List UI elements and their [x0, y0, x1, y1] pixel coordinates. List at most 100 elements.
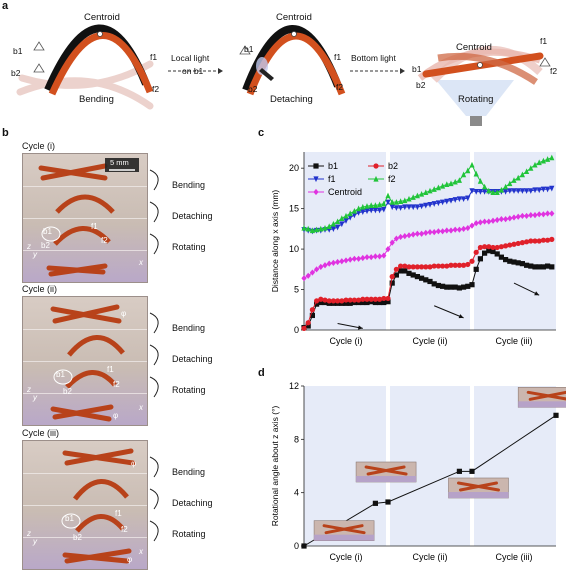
legend-marker	[373, 175, 379, 182]
inset-photo-2	[355, 461, 417, 483]
data-point	[494, 244, 500, 251]
data-point	[473, 220, 479, 227]
data-point	[343, 212, 349, 219]
data-point	[389, 199, 395, 205]
data-point	[309, 227, 315, 234]
data-point	[398, 263, 404, 269]
data-point	[511, 177, 517, 183]
cycle-2-z: z	[27, 385, 31, 394]
cycle-3-title: Cycle (iii)	[22, 428, 59, 438]
inset-photo-1	[313, 520, 375, 541]
data-point	[377, 201, 383, 208]
y-tick-label: 15	[289, 204, 299, 214]
inset-strip-b	[528, 390, 566, 401]
data-point	[431, 281, 437, 287]
f2-label-2: f2	[336, 82, 344, 92]
data-point	[427, 229, 433, 236]
cycle-1-detaching: Detaching	[172, 211, 213, 221]
cycle-3-b2: b2	[73, 533, 82, 542]
data-point	[347, 214, 353, 221]
data-point	[469, 468, 475, 474]
f2-label-1: f2	[152, 84, 160, 94]
local-light-label: Local light	[171, 53, 210, 63]
data-point	[448, 197, 454, 204]
data-point	[364, 203, 370, 209]
legend-label-centroid: Centroid	[328, 187, 362, 197]
data-point	[528, 188, 534, 194]
data-point	[414, 274, 420, 280]
series-series0	[301, 412, 559, 549]
data-point	[339, 215, 345, 221]
panel-b-letter: b	[2, 127, 9, 139]
x-category-label: Cycle (ii)	[413, 336, 448, 346]
data-point	[549, 210, 555, 217]
legend-label-b1: b1	[328, 161, 338, 171]
data-point	[448, 180, 454, 187]
data-point	[524, 168, 530, 175]
data-point	[524, 262, 530, 268]
cycle-2-strips	[50, 304, 125, 422]
legend-label-f1: f1	[328, 174, 336, 184]
data-point	[419, 264, 425, 270]
data-point	[494, 189, 500, 196]
data-point	[326, 298, 332, 304]
data-point	[364, 208, 370, 215]
data-point	[452, 178, 458, 185]
data-point	[347, 300, 353, 306]
data-point	[519, 261, 525, 267]
data-point	[398, 268, 404, 274]
y-tick-label: 5	[294, 285, 299, 295]
data-point	[301, 275, 307, 282]
data-point	[423, 229, 429, 237]
data-point	[490, 248, 496, 255]
data-point	[314, 226, 320, 233]
data-point	[528, 165, 534, 171]
detaching-stage-figure	[239, 25, 346, 96]
data-point	[461, 196, 467, 203]
data-point	[402, 204, 408, 211]
inset-strip-b	[458, 481, 498, 492]
cycle-2-x: x	[139, 403, 143, 412]
y-tick-label: 20	[289, 163, 299, 173]
data-point	[385, 295, 391, 302]
legend-label-b2: b2	[388, 161, 398, 171]
data-point	[494, 251, 500, 257]
data-point	[419, 275, 425, 281]
data-point	[482, 244, 488, 250]
data-point	[377, 296, 383, 302]
data-point	[490, 217, 496, 224]
data-point	[482, 218, 488, 225]
data-point	[398, 198, 404, 204]
centroid-label-3: Centroid	[456, 42, 492, 53]
scale-bar-label: 5 mm	[110, 158, 129, 167]
data-point	[545, 263, 551, 269]
data-point	[469, 258, 475, 264]
data-point	[339, 298, 345, 304]
series-line	[303, 414, 557, 547]
data-point	[545, 210, 551, 217]
data-point	[465, 224, 471, 232]
data-point	[402, 263, 408, 269]
inset-strip-b	[366, 465, 406, 476]
data-point	[540, 264, 546, 270]
data-point	[330, 259, 336, 266]
data-point	[381, 206, 387, 213]
data-point	[419, 190, 425, 197]
data-point	[301, 325, 307, 331]
data-point	[305, 225, 311, 232]
b1-label-1: b1	[13, 46, 23, 56]
data-point	[473, 170, 479, 177]
data-point	[435, 282, 441, 289]
trend-arrow-head	[534, 291, 540, 296]
data-point	[452, 262, 458, 268]
cycle-1-photo-stack: 5 mm b1 b2 f1 f2 z y x	[22, 153, 148, 283]
data-point	[406, 270, 412, 276]
on-b1-label: on b1	[182, 66, 204, 76]
data-point	[377, 207, 383, 214]
trend-arrow-head	[357, 325, 363, 330]
data-point	[414, 204, 420, 211]
data-point	[519, 171, 525, 178]
data-point	[519, 188, 525, 194]
data-point	[351, 207, 357, 214]
data-point	[347, 297, 353, 303]
